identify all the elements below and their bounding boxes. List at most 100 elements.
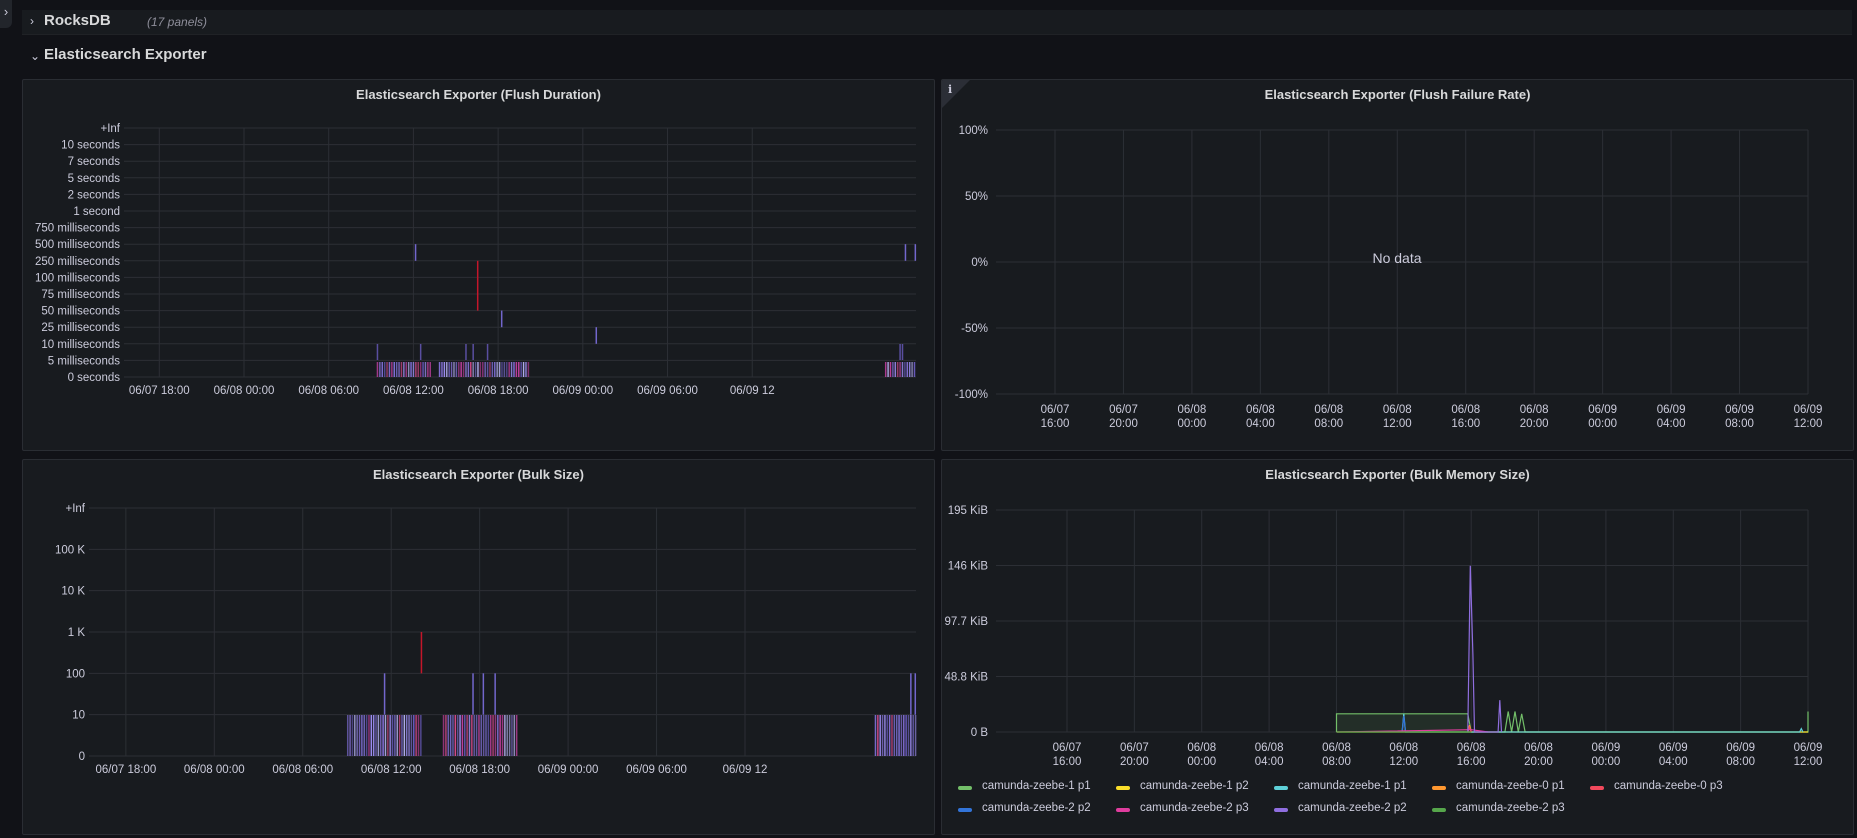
x-tick-label: 06/08 18:00 [468, 385, 529, 397]
heatmap-cell [460, 362, 462, 377]
sidebar-toggle[interactable]: › [0, 0, 12, 28]
heatmap-cell [905, 715, 907, 756]
heatmap-cell [914, 673, 917, 715]
legend-swatch [1274, 808, 1288, 812]
y-tick-label: +Inf [100, 123, 120, 135]
heatmap-cell [462, 362, 465, 377]
heatmap-cell [496, 362, 498, 377]
x-tick-label: 06/08 [1520, 404, 1549, 416]
heatmap-cell [893, 715, 896, 756]
heatmap-cell [476, 294, 479, 311]
heatmap-cell [884, 715, 886, 756]
heatmap-cell [387, 715, 389, 756]
chevron-right-icon: › [30, 14, 34, 28]
heatmap-cell [482, 362, 484, 377]
heatmap-cell [395, 362, 398, 377]
heatmap-cell [911, 362, 913, 377]
heatmap-cell [398, 715, 401, 756]
x-tick-label: 12:00 [1383, 418, 1412, 430]
x-tick-label: 12:00 [1389, 756, 1418, 768]
heatmap-cell [414, 244, 417, 261]
x-tick-label: 00:00 [1592, 756, 1621, 768]
heatmap-cell [458, 362, 460, 377]
legend-item[interactable]: camunda-zeebe-2 p2 [1298, 802, 1407, 814]
heatmap-cell [474, 362, 477, 377]
heatmap-cell [480, 715, 483, 756]
heatmap-cell [478, 715, 480, 756]
row-rocksdb[interactable]: › RocksDB (17 panels) [22, 10, 1852, 35]
x-tick-label: 06/08 [1314, 404, 1343, 416]
y-tick-label: 146 KiB [948, 561, 989, 573]
y-tick-label: 195 KiB [948, 505, 989, 517]
heatmap-cell [383, 673, 386, 715]
panel-bulk-memory-size[interactable]: Elasticsearch Exporter (Bulk Memory Size… [941, 459, 1854, 835]
heatmap-cell [376, 362, 379, 377]
heatmap-cell [455, 362, 458, 377]
heatmap-cell [354, 715, 356, 756]
info-icon[interactable]: i [948, 83, 953, 96]
y-tick-label: 25 milliseconds [41, 322, 120, 334]
legend-item[interactable]: camunda-zeebe-1 p2 [1140, 780, 1249, 792]
heatmap-cell [479, 362, 482, 377]
heatmap-cell [422, 362, 424, 377]
heatmap-cell [525, 362, 527, 377]
y-tick-label: +Inf [65, 503, 85, 515]
heatmap-cell [453, 362, 455, 377]
legend-item[interactable]: camunda-zeebe-0 p1 [1456, 780, 1565, 792]
bulk-memory-size-chart: 195 KiB 146 KiB 97.7 KiB 48.8 KiB 0 B 06/07 16… [945, 505, 1823, 768]
panel-flush-failure-rate[interactable]: i Elasticsearch Exporter (Flush Failure … [941, 79, 1854, 451]
heatmap-cell [396, 715, 399, 756]
legend-item[interactable]: camunda-zeebe-0 p3 [1614, 780, 1723, 792]
heatmap-cell [370, 715, 373, 756]
y-tick-label: -50% [961, 323, 988, 335]
heatmap-cell [877, 715, 879, 756]
x-tick-label: 06/08 00:00 [184, 764, 245, 776]
heatmap-cell [904, 362, 906, 377]
heatmap-cell [413, 715, 415, 756]
y-tick-label: 0 seconds [68, 372, 121, 384]
panel-flush-duration[interactable]: Elasticsearch Exporter (Flush Duration) … [22, 79, 935, 451]
heatmap-cell [403, 715, 406, 756]
heatmap-cell [884, 362, 887, 377]
y-tick-label: 100% [959, 125, 988, 137]
legend-swatch [1432, 808, 1446, 812]
heatmap-cell [900, 715, 903, 756]
heatmap-cell [438, 362, 441, 377]
heatmap-cell [356, 715, 358, 756]
heatmap-cell [899, 362, 901, 377]
x-tick-label: 06/08 [1389, 742, 1418, 754]
heatmap-cell [889, 362, 892, 377]
heatmap-cell [400, 362, 403, 377]
info-corner[interactable] [942, 80, 970, 108]
heatmap-cell [383, 362, 386, 377]
heatmap-cell [879, 715, 881, 756]
heatmap-cell [351, 715, 354, 756]
x-tick-label: 06/07 [1120, 742, 1149, 754]
heatmap-cell [907, 715, 910, 756]
heatmap-cell [891, 715, 893, 756]
heatmap-cell [424, 362, 427, 377]
heatmap-cell [494, 673, 496, 715]
x-tick-label: 00:00 [1588, 418, 1617, 430]
x-tick-label: 08:00 [1725, 418, 1754, 430]
legend-item[interactable]: camunda-zeebe-2 p2 [982, 802, 1091, 814]
heatmap-cell [472, 362, 474, 377]
heatmap-cell [906, 362, 909, 377]
legend-item[interactable]: camunda-zeebe-1 p1 [1298, 780, 1407, 792]
heatmap-cell [391, 715, 394, 756]
heatmap-cell [881, 715, 884, 756]
heatmap-cell [898, 715, 900, 756]
legend-item[interactable]: camunda-zeebe-2 p3 [1140, 802, 1249, 814]
heatmap-cell [511, 715, 513, 756]
legend-item[interactable]: camunda-zeebe-2 p3 [1456, 802, 1565, 814]
heatmap-cell [365, 715, 368, 756]
legend-swatch [1432, 786, 1446, 790]
panel-bulk-size[interactable]: Elasticsearch Exporter (Bulk Size) +Inf 1… [22, 459, 935, 835]
heatmap-cell [388, 362, 391, 377]
heatmap-cell [498, 362, 501, 377]
legend-item[interactable]: camunda-zeebe-1 p1 [982, 780, 1091, 792]
heatmap-cell [417, 715, 420, 756]
panel-title: Elasticsearch Exporter (Bulk Size) [373, 467, 584, 482]
x-tick-label: 12:00 [1794, 418, 1823, 430]
heatmap-cell [492, 715, 494, 756]
